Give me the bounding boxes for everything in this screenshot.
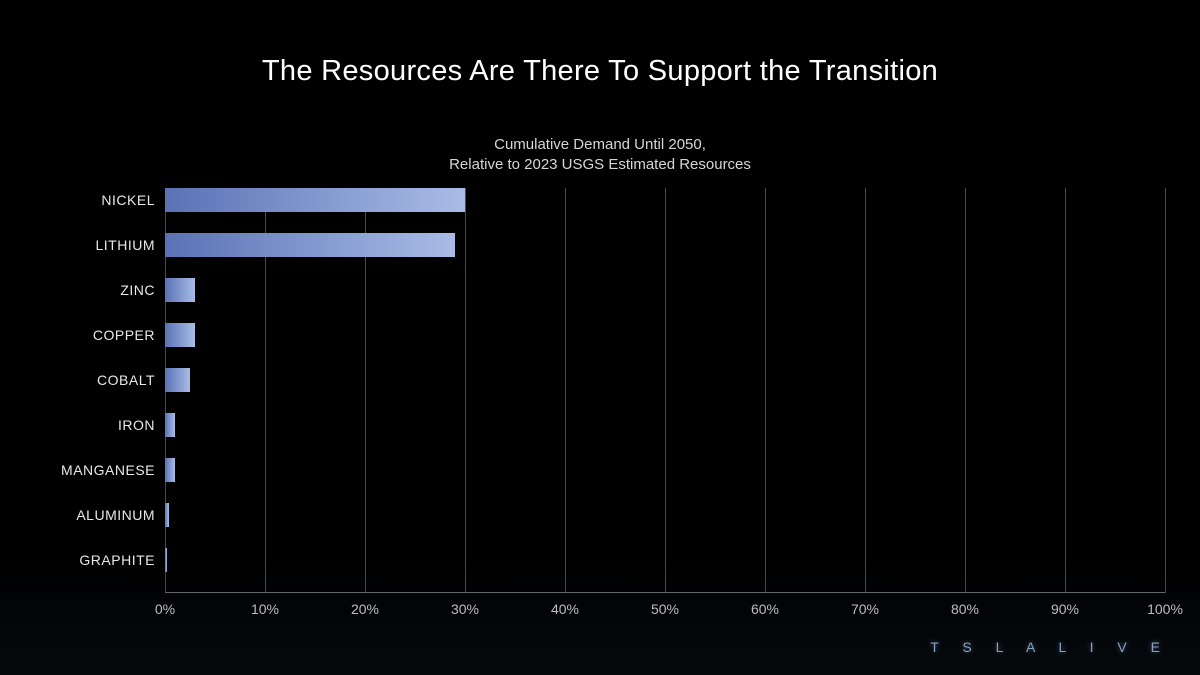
x-axis-tick: 20% (351, 601, 379, 617)
bar-row: COBALT (165, 368, 1165, 392)
x-axis-tick: 60% (751, 601, 779, 617)
bar (165, 278, 195, 302)
chart-baseline (165, 592, 1165, 593)
bar (165, 548, 167, 572)
x-axis-tick: 10% (251, 601, 279, 617)
bar-row: MANGANESE (165, 458, 1165, 482)
category-label: COBALT (0, 368, 155, 392)
page-title: The Resources Are There To Support the T… (0, 55, 1200, 88)
subtitle-line-2: Relative to 2023 USGS Estimated Resource… (449, 156, 751, 173)
x-axis-tick: 40% (551, 601, 579, 617)
x-axis-tick: 90% (1051, 601, 1079, 617)
category-label: IRON (0, 413, 155, 437)
subtitle-line-1: Cumulative Demand Until 2050, (494, 136, 706, 153)
bar (165, 413, 175, 437)
bar (165, 368, 190, 392)
bar (165, 503, 169, 527)
bar-row: NICKEL (165, 188, 1165, 212)
bar-row: GRAPHITE (165, 548, 1165, 572)
category-label: ZINC (0, 278, 155, 302)
category-label: LITHIUM (0, 233, 155, 257)
bar-row: IRON (165, 413, 1165, 437)
page-subtitle: Cumulative Demand Until 2050, Relative t… (0, 135, 1200, 176)
gridline (1165, 188, 1166, 593)
category-label: MANGANESE (0, 458, 155, 482)
x-axis-tick: 50% (651, 601, 679, 617)
bar (165, 188, 465, 212)
category-label: NICKEL (0, 188, 155, 212)
bar-chart: NICKEL LITHIUM ZINC COPPER COBALT IRON MANGANE… (165, 188, 1165, 593)
tesla-live-watermark: T S L A L I V E (930, 639, 1170, 655)
x-axis-tick: 70% (851, 601, 879, 617)
bar-row: ALUMINUM (165, 503, 1165, 527)
x-axis-tick: 100% (1147, 601, 1183, 617)
bar-row: ZINC (165, 278, 1165, 302)
category-label: GRAPHITE (0, 548, 155, 572)
x-axis-tick: 80% (951, 601, 979, 617)
x-axis-tick: 30% (451, 601, 479, 617)
bar (165, 233, 455, 257)
category-label: COPPER (0, 323, 155, 347)
bar (165, 458, 175, 482)
bar (165, 323, 195, 347)
bar-row: COPPER (165, 323, 1165, 347)
bar-row: LITHIUM (165, 233, 1165, 257)
x-axis-tick: 0% (155, 601, 175, 617)
category-label: ALUMINUM (0, 503, 155, 527)
